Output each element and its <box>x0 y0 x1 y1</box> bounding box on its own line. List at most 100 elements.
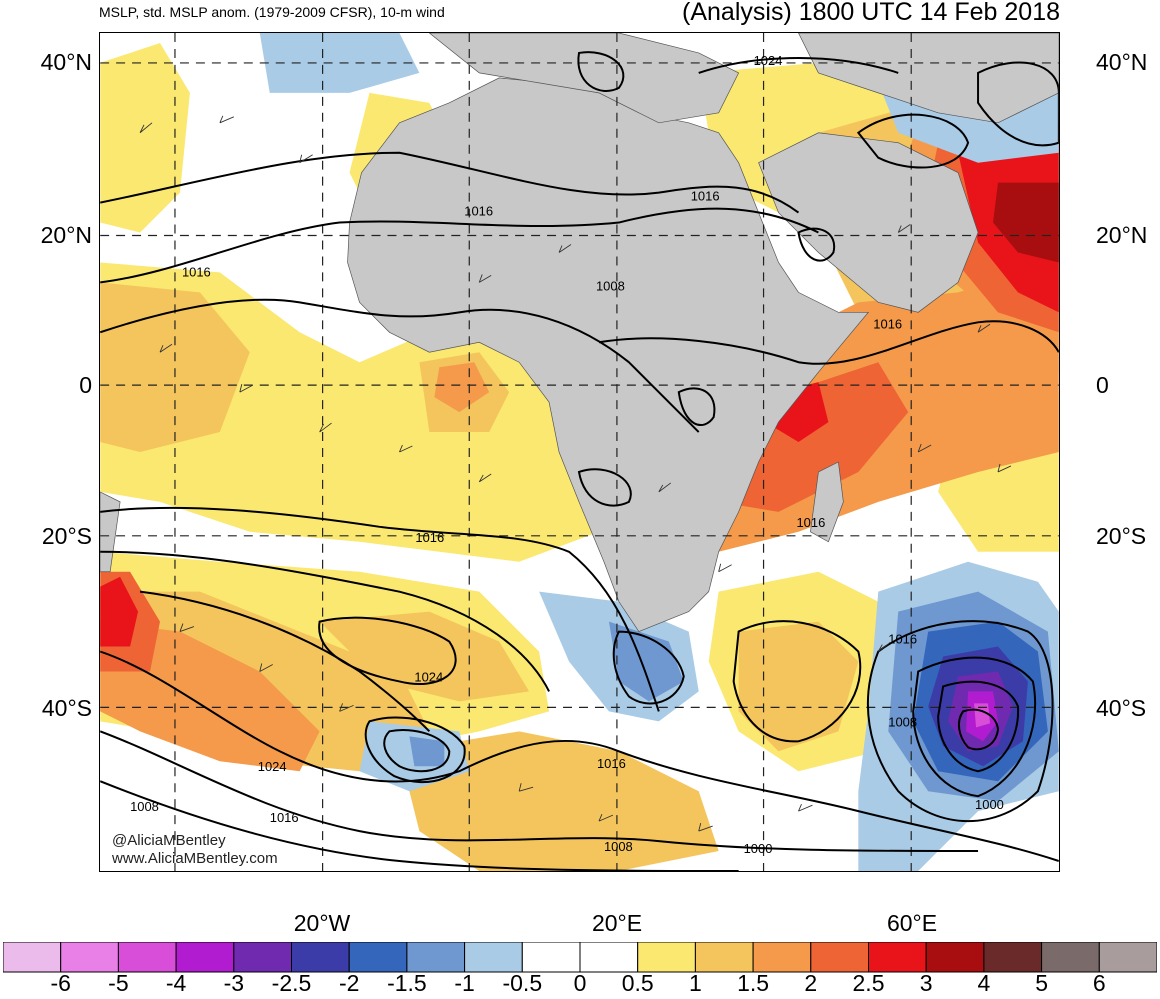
colorbar-tick-label: 2.5 <box>852 970 885 996</box>
colorbar-swatch <box>1098 942 1157 973</box>
isobar <box>577 468 632 507</box>
isobar <box>612 630 685 705</box>
colorbar-swatch <box>291 942 350 973</box>
isobar <box>937 680 1019 773</box>
isobar-label: 1016 <box>182 264 211 279</box>
isobar <box>977 61 1059 147</box>
wind-barbs <box>139 115 1012 832</box>
land-masses <box>100 33 1059 633</box>
colorbar-tick-label: -4 <box>165 970 187 996</box>
lon-label-60e: 60°E <box>886 910 938 936</box>
credit-website: www.AliciaMBentley.com <box>112 850 278 867</box>
colorbar-swatch <box>579 942 639 973</box>
colorbar-tick-label: 6 <box>1092 970 1106 996</box>
lat-label-40n-right: 40°N <box>1096 49 1148 75</box>
isobar <box>100 780 739 871</box>
isobar-labels: 1024 1016 1016 1016 1008 1016 1016 1016 … <box>130 53 1004 856</box>
colorbar-tick-label: 2 <box>804 970 818 996</box>
colorbar-tick-label: -0.5 <box>502 970 543 996</box>
isobars <box>100 51 1059 871</box>
isobar-label: 1024 <box>754 53 783 68</box>
anomaly-area <box>399 731 719 871</box>
colorbar-tick-label: 0 <box>573 970 587 996</box>
isobar <box>100 650 1059 862</box>
isobar <box>100 151 800 214</box>
isobar <box>100 298 700 433</box>
colorbar-tick-label: -6 <box>50 970 71 996</box>
colorbar-swatch <box>348 942 408 973</box>
isobar-label: 1024 <box>258 759 287 774</box>
isobar-label: 1008 <box>596 278 625 293</box>
colorbar-tick-label: 0.5 <box>621 970 654 996</box>
isobar-label: 1016 <box>796 515 825 530</box>
isobar <box>866 620 1054 823</box>
lat-label-eq-left: 0 <box>79 372 92 398</box>
colorbar-swatch <box>925 942 985 973</box>
lat-label-40s-right: 40°S <box>1096 695 1147 721</box>
map-subtitle: MSLP, std. MSLP anom. (1979-2009 CFSR), … <box>99 4 445 20</box>
colorbar-tick-label: 1.5 <box>737 970 770 996</box>
isobar <box>698 57 899 74</box>
isobar <box>677 387 716 427</box>
analysis-map: 1024 1016 1016 1016 1008 1016 1016 1016 … <box>99 32 1060 872</box>
isobar <box>100 506 660 712</box>
isobar <box>912 656 1037 798</box>
isobar <box>318 616 457 686</box>
colorbar-tick-label: -3 <box>223 970 245 996</box>
credit-handle: @AliciaMBentley <box>112 832 226 849</box>
isobar <box>797 227 836 262</box>
colorbar-swatch <box>1041 942 1100 973</box>
arabia-land <box>758 132 979 313</box>
lon-label-20e: 20°E <box>591 910 643 936</box>
isobar-label: 1000 <box>744 841 773 856</box>
anomaly-area <box>100 282 250 452</box>
colorbar-swatch <box>694 942 754 973</box>
anomaly-area <box>608 621 684 702</box>
isobar <box>383 729 451 773</box>
isobar-label: 1008 <box>130 799 159 814</box>
graticule <box>100 33 1059 871</box>
lat-label-eq-right: 0 <box>1096 372 1109 398</box>
isobar-label: 1008 <box>888 714 917 729</box>
isobar-label: 1016 <box>270 810 299 825</box>
anomaly-area <box>718 362 909 512</box>
colorbar-swatch <box>406 942 466 973</box>
colorbar-tick-label: -1.5 <box>387 970 427 996</box>
isobar-label: 1000 <box>975 797 1004 812</box>
lat-label-20s-left: 20°S <box>41 523 92 549</box>
colorbar-tick-label: 5 <box>1035 970 1048 996</box>
isobar <box>100 550 550 692</box>
colorbar-swatch <box>752 942 812 973</box>
lat-label-40n-left: 40°N <box>40 49 92 75</box>
colorbar-swatch <box>983 942 1043 973</box>
isobar <box>598 320 1059 365</box>
anomaly-area <box>409 736 445 767</box>
colorbar-swatch <box>868 942 927 973</box>
isobar <box>364 716 466 784</box>
colorbar-swatch <box>3 942 62 973</box>
anomaly-area <box>993 182 1059 263</box>
isobar-label: 1016 <box>597 756 626 771</box>
anomaly-area <box>100 576 139 647</box>
colorbar-tick-label: 1 <box>688 970 702 996</box>
anomaly-area <box>434 362 490 413</box>
anomaly-area <box>738 621 859 752</box>
lon-label-20w: 20°W <box>293 910 351 936</box>
colorbar-tick-label: -1 <box>454 970 475 996</box>
map-title: (Analysis) 1800 UTC 14 Feb 2018 <box>682 0 1060 26</box>
colorbar-tick-label: -5 <box>108 970 129 996</box>
colorbar-tick-label: -2 <box>338 970 360 996</box>
isobar <box>100 207 819 284</box>
madagascar-land <box>810 461 844 543</box>
colorbar <box>3 942 1157 973</box>
lat-label-20n-left: 20°N <box>40 222 92 248</box>
colorbar-swatch <box>175 942 235 973</box>
isobar-label: 1016 <box>888 632 917 647</box>
isobar-label: 1016 <box>464 204 493 219</box>
lat-label-20n-right: 20°N <box>1096 222 1148 248</box>
isobar <box>577 51 625 92</box>
colorbar-tick-label: -2.5 <box>271 970 312 996</box>
isobar-label: 1016 <box>873 316 902 331</box>
colorbar-tick-label: 4 <box>977 970 991 996</box>
isobar-label: 1008 <box>604 839 633 854</box>
